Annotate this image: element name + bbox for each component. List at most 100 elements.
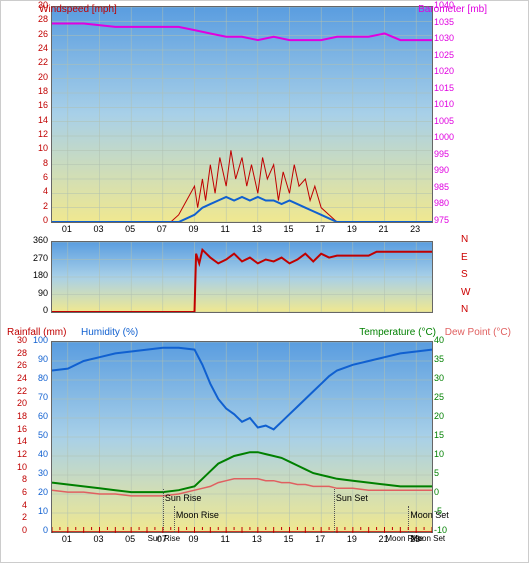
left-tick: 270 [33,253,48,263]
left-tick: 6 [43,172,48,182]
left-tick: 0 [43,305,48,315]
x-tick: 01 [59,224,75,234]
right-tick: 1010 [434,99,454,109]
event-label: Sun Rise [165,493,202,503]
compass-label: N [461,304,468,315]
compass-label: S [461,269,468,280]
right-tick: 1030 [434,33,454,43]
wind-avg-line [52,197,432,222]
far-left-tick: 18 [17,411,27,421]
windspeed-label: Windspeed [mph] [39,4,117,15]
compass-label: N [461,234,468,245]
far-left-tick: 2 [22,512,27,522]
far-left-tick: 14 [17,436,27,446]
dewpoint-label: Dew Point (°C) [445,327,511,338]
far-left-tick: 0 [22,525,27,535]
compass-label: W [461,287,470,298]
dewpoint-line [52,479,432,496]
x-tick: 15 [281,534,297,544]
right-tick: 975 [434,215,449,225]
wind-gust-line [52,150,432,222]
right-tick: 1035 [434,17,454,27]
far-left-tick: 26 [17,360,27,370]
left-tick: 20 [38,72,48,82]
far-left-tick: 28 [17,348,27,358]
left-tick: 50 [38,430,48,440]
right-tick: 1025 [434,50,454,60]
right-tick: 35 [434,354,444,364]
humidity-label: Humidity (%) [81,327,138,338]
right-tick: 30 [434,373,444,383]
x-tick: 17 [312,224,328,234]
x-extra-label: Sun Rise [144,534,184,543]
right-tick: 15 [434,430,444,440]
left-tick: 90 [38,288,48,298]
right-tick: 0 [434,487,439,497]
x-tick: 23 [407,224,423,234]
x-tick: 21 [376,224,392,234]
x-tick: 19 [344,534,360,544]
right-tick: 1015 [434,83,454,93]
x-tick: 15 [281,224,297,234]
left-tick: 20 [38,487,48,497]
right-tick: 990 [434,165,449,175]
humidity-line [52,348,432,430]
right-tick: 1020 [434,66,454,76]
x-tick: 09 [186,224,202,234]
chart-container: 24 hour graph day : 02 March 20250246810… [0,0,529,563]
left-tick: 10 [38,506,48,516]
left-tick: 8 [43,158,48,168]
left-tick: 14 [38,115,48,125]
left-tick: 70 [38,392,48,402]
right-tick: 980 [434,198,449,208]
x-final-label: Moon Set [403,534,453,543]
far-left-tick: 6 [22,487,27,497]
far-left-tick: 4 [22,500,27,510]
temperature-label: Temperature (°C) [359,327,436,338]
right-tick: 1005 [434,116,454,126]
left-tick: 24 [38,43,48,53]
x-tick: 19 [344,224,360,234]
x-tick: 03 [91,534,107,544]
x-tick: 03 [91,224,107,234]
left-tick: 80 [38,373,48,383]
left-tick: 0 [43,525,48,535]
event-label: Sun Set [336,493,368,503]
left-tick: 60 [38,411,48,421]
x-tick: 17 [312,534,328,544]
temperature-line [52,452,432,492]
right-tick: -5 [434,506,442,516]
left-tick: 90 [38,354,48,364]
left-tick: 180 [33,270,48,280]
right-tick: 25 [434,392,444,402]
x-tick: 11 [217,224,233,234]
barometer-label: Barometer [mb] [418,4,487,15]
far-left-tick: 20 [17,398,27,408]
left-tick: 4 [43,186,48,196]
x-tick: 09 [186,534,202,544]
right-tick: 10 [434,449,444,459]
left-tick: 360 [33,235,48,245]
far-left-tick: 22 [17,386,27,396]
rainfall-label: Rainfall (mm) [7,327,66,338]
x-tick: 07 [154,224,170,234]
left-tick: 28 [38,14,48,24]
left-tick: 30 [38,468,48,478]
right-tick: 5 [434,468,439,478]
right-tick: 995 [434,149,449,159]
left-tick: 2 [43,201,48,211]
left-tick: 12 [38,129,48,139]
x-tick: 11 [217,534,233,544]
left-tick: 0 [43,215,48,225]
left-tick: 16 [38,100,48,110]
barometer-line [52,24,432,41]
x-tick: 05 [122,224,138,234]
x-tick: 13 [249,534,265,544]
left-tick: 10 [38,143,48,153]
left-tick: 22 [38,57,48,67]
compass-label: E [461,252,468,263]
event-label: Moon Set [410,510,449,520]
right-tick: 1000 [434,132,454,142]
event-label: Moon Rise [176,510,219,520]
wind-dir-line [52,250,432,312]
